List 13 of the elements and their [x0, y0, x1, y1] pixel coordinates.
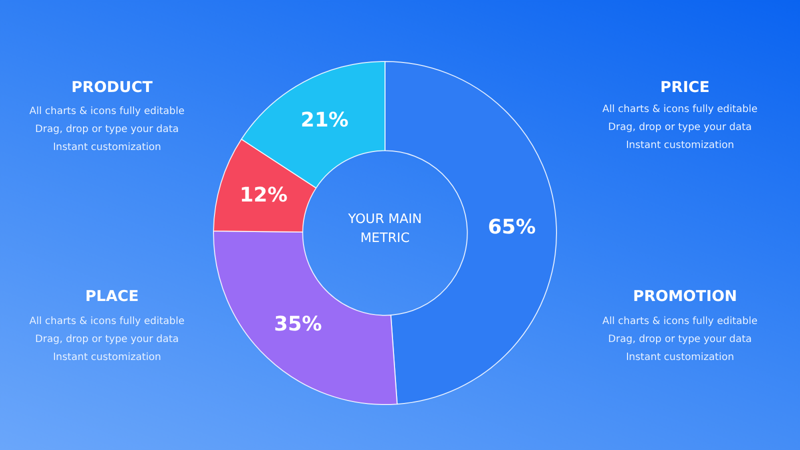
text: All charts & icons fully editable Drag, drop or type your data Instant customization: [28, 315, 186, 365]
data-label: 35%: [274, 312, 322, 336]
text: All charts & icons fully editable Drag, drop or type your data Instant customization: [601, 315, 759, 365]
text: All charts & icons fully editable Drag, drop or type your data Instant customization: [601, 103, 759, 153]
data-label: 21%: [300, 108, 349, 132]
data-label: 65%: [488, 214, 536, 239]
text: PLACE: [84, 287, 140, 305]
text: PRICE: [659, 78, 711, 96]
text: PRODUCT: [70, 78, 154, 96]
text: PROMOTION: [632, 287, 738, 305]
text: All charts & icons fully editable Drag, drop or type your data Instant customization: [28, 105, 186, 155]
data-label: 12%: [240, 182, 288, 206]
text: YOUR MAIN METRIC: [347, 211, 423, 248]
